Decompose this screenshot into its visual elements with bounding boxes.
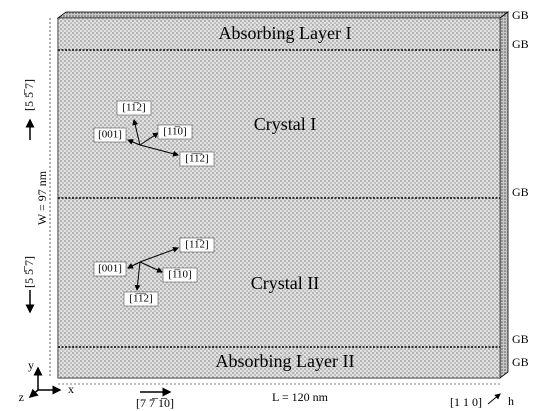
layer-label: Absorbing Layer II	[216, 351, 355, 371]
axis-triad	[30, 368, 60, 397]
gb-label: GB	[512, 8, 529, 22]
direction-label: [11̅2]	[122, 102, 145, 114]
orientation-label: [1 1 0]	[450, 395, 482, 409]
direction-label: [1̅1̅2]	[185, 153, 208, 165]
direction-label: [1̅1̅2]	[129, 293, 152, 305]
direction-label: [001]	[98, 263, 122, 275]
direction-label: [1̅10]	[168, 269, 191, 281]
gb-label: GB	[512, 37, 529, 51]
orientation-label: [7 7̅ 1̅0]	[136, 396, 174, 410]
length-label: L = 120 nm	[272, 390, 329, 404]
orientation-label: [5 5̅ 7]	[22, 256, 36, 288]
layer-label: Absorbing Layer I	[219, 23, 352, 43]
crystal-label: Crystal I	[254, 114, 317, 134]
crystal-label: Crystal II	[251, 273, 319, 293]
arrow	[488, 394, 500, 404]
figure: Absorbing Layer I Absorbing Layer II Cry…	[0, 0, 553, 411]
axis-label: y	[28, 358, 34, 372]
slab-side	[500, 12, 508, 378]
direction-label: [001]	[98, 129, 122, 141]
gb-label: GB	[512, 185, 529, 199]
width-label: W = 97 nm	[35, 170, 49, 225]
direction-label: [11̅2]	[185, 239, 208, 251]
axis-label: x	[68, 382, 74, 396]
gb-label: GB	[512, 332, 529, 346]
thickness-label: h	[508, 394, 514, 408]
direction-label: [11̅0]	[163, 126, 186, 138]
gb-label: GB	[512, 355, 529, 369]
orientation-label: [5 5̅ 7]	[22, 79, 36, 111]
axis-label: z	[19, 390, 24, 404]
slab-top	[58, 12, 508, 18]
